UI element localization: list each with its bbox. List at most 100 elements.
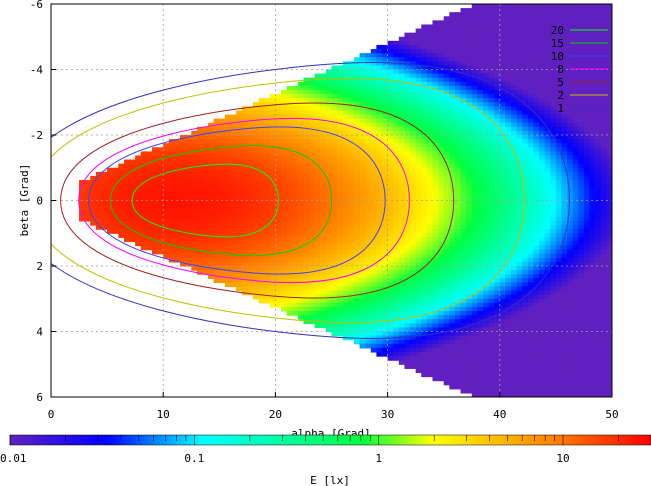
heatmap-cell (511, 36, 518, 42)
heatmap-cell (482, 356, 490, 361)
heatmap-cell (438, 351, 445, 357)
heatmap-cell (494, 184, 501, 189)
heatmap-cell (370, 233, 377, 238)
heatmap-cell (168, 167, 176, 173)
heatmap-cell (365, 327, 372, 333)
heatmap-cell (516, 12, 523, 17)
heatmap-cell (421, 327, 428, 333)
heatmap-cell (381, 315, 389, 320)
heatmap-cell (224, 155, 232, 161)
heatmap-cell (370, 286, 377, 292)
heatmap-cell (438, 229, 445, 234)
heatmap-cell (471, 319, 478, 324)
heatmap-cell (432, 98, 439, 103)
heatmap-cell (477, 241, 484, 247)
heatmap-cell (454, 298, 462, 304)
heatmap-cell (415, 122, 422, 128)
heatmap-cell (544, 249, 551, 255)
heatmap-cell (432, 311, 439, 316)
heatmap-cell (477, 85, 484, 91)
heatmap-cell (325, 225, 333, 230)
heatmap-cell (292, 212, 299, 218)
heatmap-cell (432, 24, 439, 30)
heatmap-cell (107, 225, 114, 230)
heatmap-cell (376, 220, 383, 226)
heatmap-cell (460, 73, 467, 79)
heatmap-cell (499, 175, 507, 181)
heatmap-cell (264, 257, 271, 263)
heatmap-cell (499, 28, 507, 34)
heatmap-cell (539, 212, 546, 218)
heatmap-cell (454, 159, 462, 165)
heatmap-cell (421, 44, 428, 50)
heatmap-cell (325, 249, 333, 255)
heatmap-cell (264, 290, 271, 296)
heatmap-cell (527, 372, 535, 378)
heatmap-cell (297, 118, 305, 124)
heatmap-cell (471, 159, 478, 165)
heatmap-cell (202, 151, 209, 157)
heatmap-cell (499, 335, 507, 341)
heatmap-cell (185, 200, 192, 206)
heatmap-cell (370, 163, 377, 169)
heatmap-cell (337, 302, 344, 308)
heatmap-cell (224, 249, 232, 255)
heatmap-cell (185, 155, 192, 161)
heatmap-cell (527, 175, 535, 181)
heatmap-cell (129, 180, 136, 185)
heatmap-cell (337, 315, 344, 320)
heatmap-cell (527, 139, 535, 144)
heatmap-cell (281, 143, 288, 148)
heatmap-cell (331, 278, 338, 283)
heatmap-cell (471, 163, 478, 169)
heatmap-cell (477, 343, 484, 349)
heatmap-cell (314, 151, 321, 157)
heatmap-cell (258, 278, 265, 283)
heatmap-cell (488, 53, 495, 58)
heatmap-cell (466, 200, 473, 206)
heatmap-cell (365, 65, 372, 71)
heatmap-cell (499, 163, 507, 169)
heatmap-cell (494, 110, 501, 116)
heatmap-cell (185, 245, 192, 251)
heatmap-cell (247, 290, 254, 296)
heatmap-cell (460, 237, 467, 243)
heatmap-cell (393, 73, 400, 79)
heatmap-cell (370, 65, 377, 71)
heatmap-cell (466, 302, 473, 308)
heatmap-cell (522, 188, 529, 193)
heatmap-cell (269, 200, 276, 206)
heatmap-cell (533, 212, 540, 218)
heatmap-cell (516, 249, 523, 255)
heatmap-cell (376, 171, 383, 177)
heatmap-cell (516, 204, 523, 210)
heatmap-cell (348, 102, 355, 107)
heatmap-cell (511, 106, 518, 112)
heatmap-cell (297, 220, 305, 226)
heatmap-cell (101, 180, 108, 185)
heatmap-cell (482, 28, 490, 34)
heatmap-cell (292, 159, 299, 165)
heatmap-cell (123, 163, 131, 169)
heatmap-cell (466, 237, 473, 243)
heatmap-cell (410, 360, 417, 365)
heatmap-cell (471, 73, 478, 79)
heatmap-cell (466, 306, 473, 312)
heatmap-cell (426, 306, 434, 312)
heatmap-cell (202, 229, 209, 234)
heatmap-cell (281, 139, 288, 144)
heatmap-cell (247, 282, 254, 288)
heatmap-cell (376, 163, 383, 169)
heatmap-cell (398, 249, 406, 255)
heatmap-cell (482, 36, 490, 42)
heatmap-cell (410, 351, 417, 357)
heatmap-cell (460, 85, 467, 91)
heatmap-cell (325, 143, 333, 148)
heatmap-cell (297, 192, 305, 197)
heatmap-cell (539, 12, 546, 17)
heatmap-cell (314, 184, 321, 189)
heatmap-cell (230, 188, 237, 193)
heatmap-cell (432, 347, 439, 353)
heatmap-cell (331, 139, 338, 144)
heatmap-cell (477, 286, 484, 292)
